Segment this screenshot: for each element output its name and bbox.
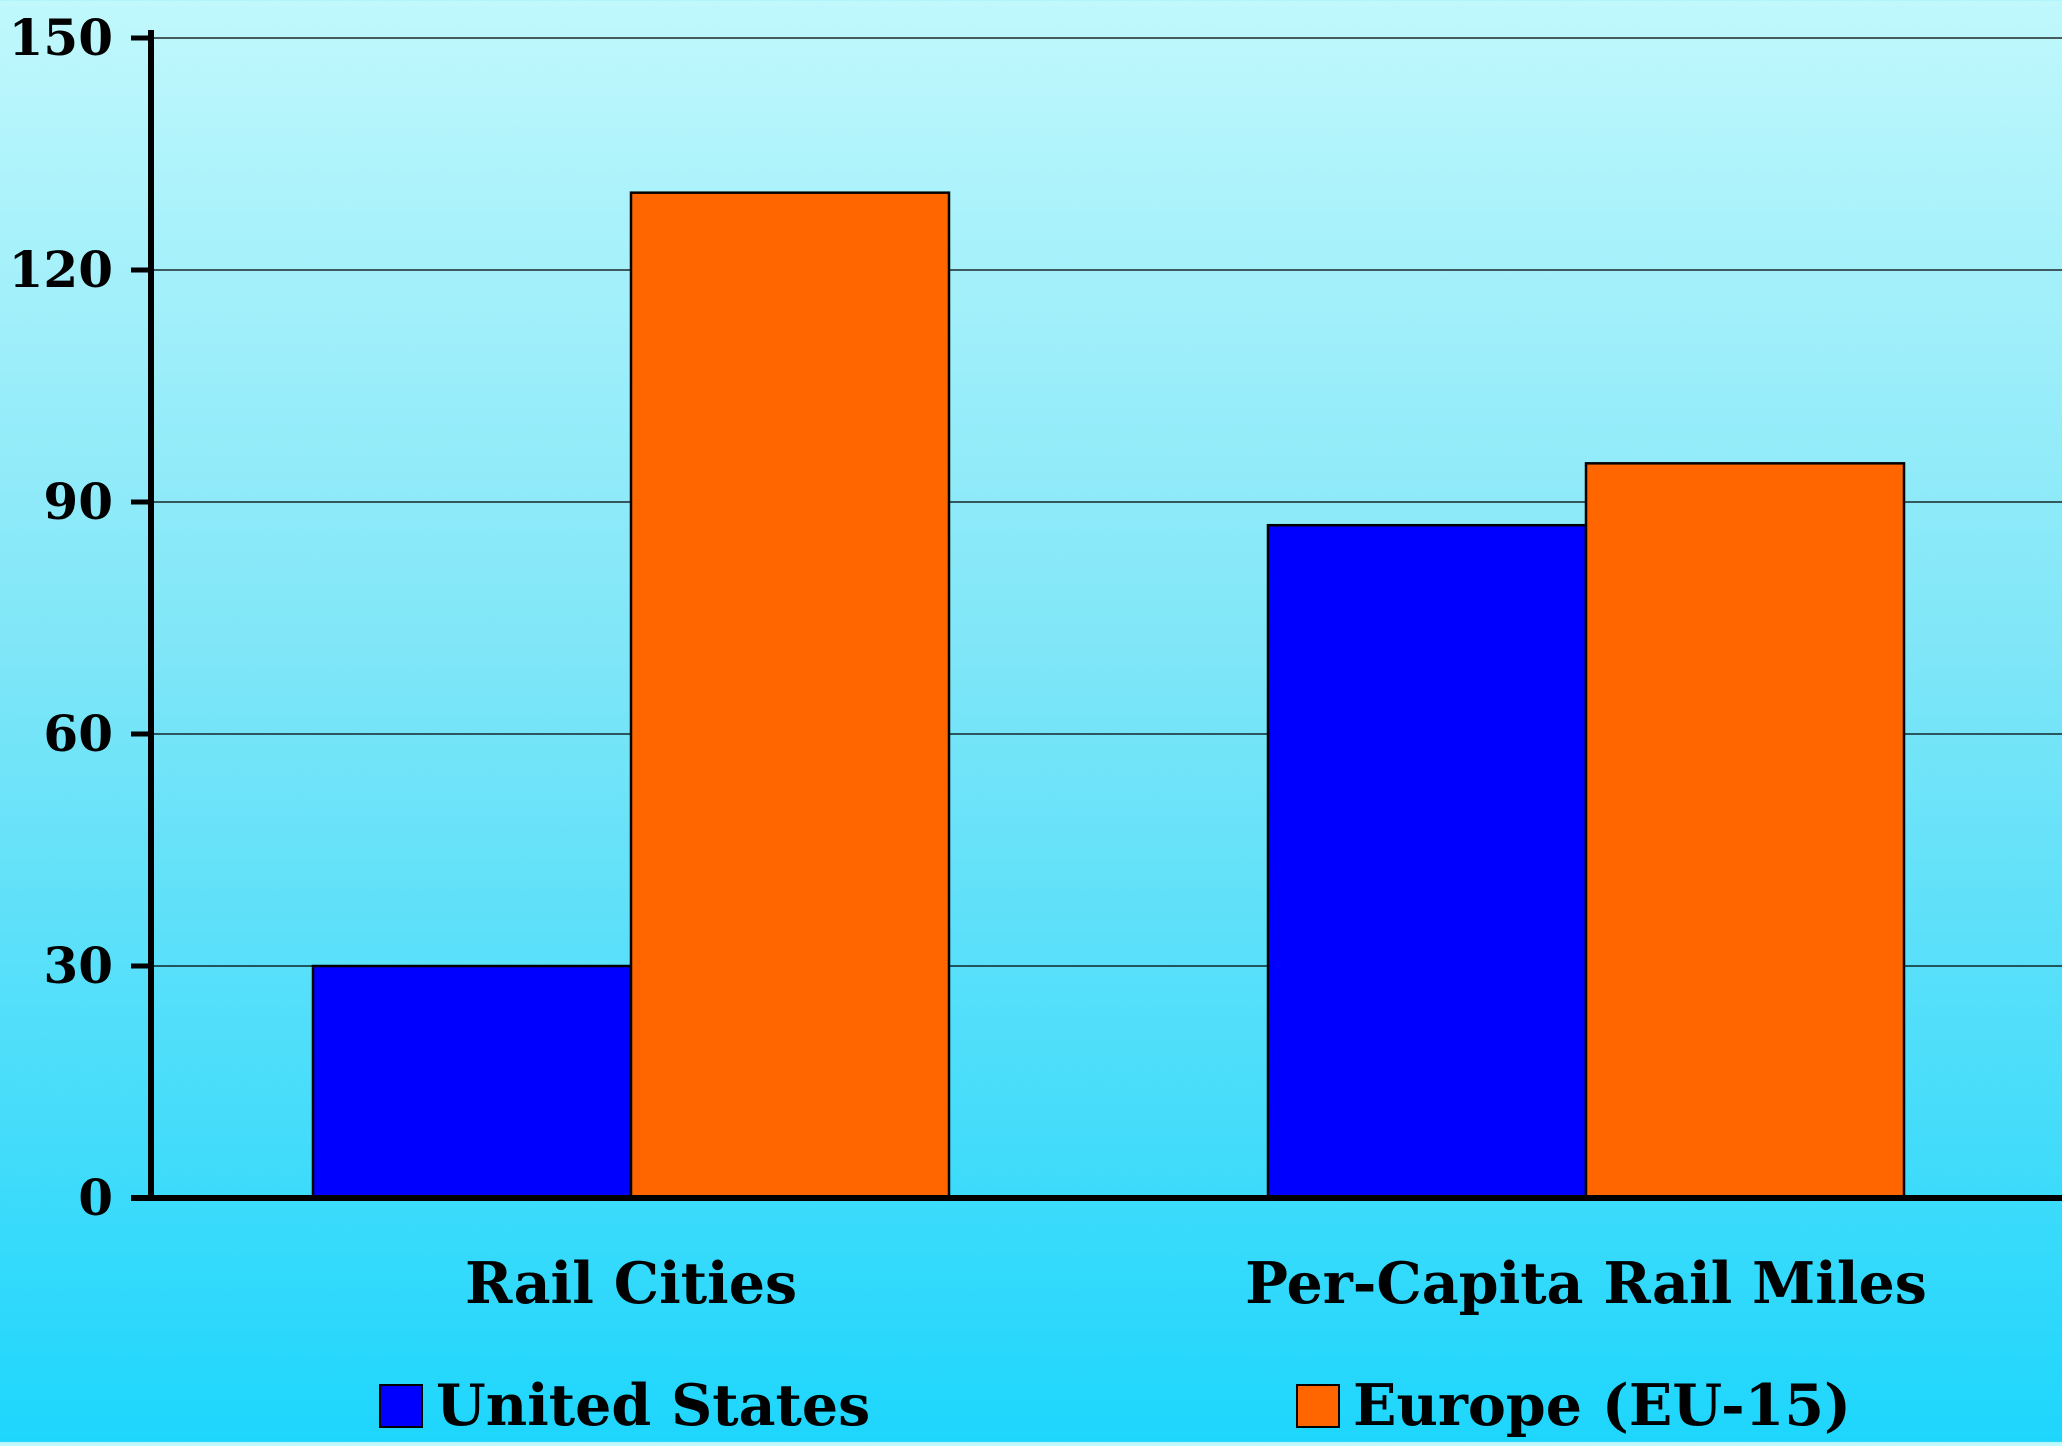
y-tick-label-150: 150 xyxy=(9,8,113,67)
axes xyxy=(131,30,2062,1201)
bar-europe-eu-15-per-capita-rail-miles xyxy=(1584,462,1906,1200)
y-tick-label-90: 90 xyxy=(43,472,113,531)
bars xyxy=(311,191,1906,1200)
bar-europe-eu-15-rail-cities xyxy=(629,191,951,1200)
legend-swatch-united-states xyxy=(379,1384,423,1428)
legend: United States Europe (EU-15) xyxy=(379,1372,1851,1439)
y-tick-label-30: 30 xyxy=(43,936,113,995)
x-category-label: Rail Cities xyxy=(465,1250,797,1317)
y-tick-label-60: 60 xyxy=(43,704,113,763)
x-category-label: Per-Capita Rail Miles xyxy=(1245,1250,1927,1317)
labels: 0 30 60 90 120 150 Rail Cities Per-Capita Rail … xyxy=(9,8,1927,1317)
legend-swatch-europe xyxy=(1296,1384,1340,1428)
legend-label-europe: Europe (EU-15) xyxy=(1353,1372,1851,1439)
bar-united-states-rail-cities xyxy=(311,964,633,1200)
legend-label-united-states: United States xyxy=(436,1372,870,1439)
y-tick-label-120: 120 xyxy=(9,240,113,299)
bar-united-states-per-capita-rail-miles xyxy=(1266,523,1588,1200)
y-tick-label-0: 0 xyxy=(78,1168,113,1227)
